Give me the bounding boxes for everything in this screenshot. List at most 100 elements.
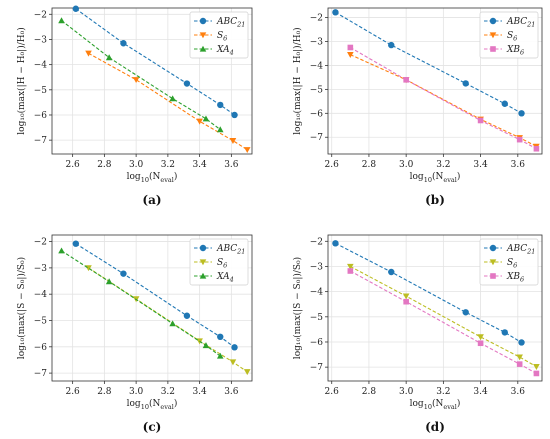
- x-axis-label: log10(Neval): [410, 398, 461, 411]
- legend-item: S6: [484, 31, 517, 43]
- x-axis-label-base: 10: [141, 403, 149, 411]
- legend-label-name: ABC: [506, 244, 527, 254]
- data-point: [216, 126, 224, 133]
- legend-label: XA4: [216, 45, 234, 57]
- data-point: [216, 352, 224, 359]
- data-point: [243, 369, 251, 376]
- data-point: [477, 334, 484, 341]
- x-axis-label-base: 10: [424, 403, 432, 411]
- x-tick-label: 3.2: [161, 387, 175, 397]
- x-tick-label: 3.6: [511, 387, 526, 397]
- grid: [52, 235, 252, 381]
- legend-label: XB6: [506, 45, 524, 57]
- y-axis-label: log₁₀(max(|H − H₀|)/H₀): [16, 27, 27, 134]
- data-point: [85, 50, 92, 57]
- data-point: [516, 136, 523, 143]
- series-line: [335, 242, 522, 343]
- chart-panel-4: 2.6 2.8 3.0 3.2 3.4 3.6 −2 −3 −4 −5 −6 −7 log10(Neva…: [292, 234, 543, 434]
- x-tick-label: 3.6: [224, 160, 239, 170]
- data-point: [533, 364, 540, 370]
- legend-label: ABC21: [216, 244, 245, 256]
- plot-frame: [327, 7, 543, 155]
- data-point: [501, 329, 508, 336]
- series-s6: [85, 50, 251, 154]
- plot-frame: [51, 234, 253, 382]
- legend-item: S6: [194, 31, 227, 43]
- legend-label-name: XB: [506, 45, 520, 55]
- data-point: [120, 40, 127, 47]
- legend-label-sub: 21: [236, 248, 245, 256]
- legend: ABC21 S6 XA4: [189, 11, 249, 59]
- y-tick-label: −2: [34, 238, 47, 248]
- y-tick-label: −5: [34, 86, 48, 96]
- x-tick-label: 3.2: [161, 160, 175, 170]
- series-line: [350, 265, 537, 368]
- data-point: [202, 342, 210, 349]
- data-point: [388, 41, 395, 49]
- series-abc21: [72, 5, 238, 119]
- legend-swatch-marker: [489, 259, 497, 266]
- legend-label: S6: [217, 31, 227, 43]
- legend-swatch-marker: [489, 17, 497, 25]
- legend-label-name: S: [507, 31, 513, 41]
- y-tick-label: −7: [310, 133, 324, 143]
- legend-item: ABC21: [484, 244, 535, 256]
- legend-label: ABC21: [506, 17, 535, 29]
- legend-swatch-marker: [199, 259, 207, 266]
- legend-label-sub: 4: [229, 49, 234, 57]
- y-tick-label: −6: [34, 111, 48, 121]
- data-point: [462, 309, 469, 316]
- y-tick-label: −5: [34, 316, 48, 326]
- data-point: [229, 359, 237, 366]
- data-point: [196, 118, 203, 125]
- x-tick-label: 3.2: [436, 387, 450, 397]
- y-tick-label: −2: [310, 14, 323, 24]
- legend-label: ABC21: [506, 244, 535, 256]
- y-axis-label: log₁₀(max(|H − H₀|)/H₀): [292, 27, 303, 134]
- data-point: [169, 95, 176, 102]
- series-line: [335, 11, 522, 114]
- legend-swatch-marker: [199, 45, 207, 52]
- x-tick-label: 3.6: [224, 387, 239, 397]
- y-tick-label: −3: [310, 262, 324, 272]
- x-axis-label-argsub: eval: [160, 176, 173, 184]
- legend-item: S6: [484, 258, 517, 270]
- x-tick-label: 3.0: [129, 160, 144, 170]
- plot-frame: [327, 234, 543, 382]
- x-axis-label-arg: (N: [432, 398, 444, 409]
- y-tick-label: −4: [310, 61, 324, 71]
- legend-swatch-marker: [489, 32, 497, 39]
- x-axis-label-log: log: [127, 172, 141, 182]
- data-point: [231, 344, 238, 351]
- legend-label-name: S: [217, 258, 223, 268]
- data-point: [402, 293, 410, 300]
- x-tick-label: 2.6: [325, 387, 340, 397]
- x-axis-label-close: ): [457, 171, 461, 182]
- x-tick-label: 2.6: [65, 387, 80, 397]
- x-axis-label-close: ): [174, 398, 178, 409]
- legend-label: S6: [217, 258, 227, 270]
- x-tick-label: 3.0: [399, 160, 414, 170]
- legend-item: ABC21: [484, 17, 535, 29]
- series-abc21: [332, 240, 525, 346]
- x-axis-label: log10(Neval): [127, 398, 178, 411]
- legend-label: S6: [507, 31, 517, 43]
- legend-label-sub: 6: [520, 276, 524, 284]
- x-axis-label-arg: (N: [149, 171, 161, 182]
- series-xb6: [347, 268, 540, 377]
- legend-label-name: ABC: [506, 17, 527, 27]
- legend-label-name: XA: [216, 45, 230, 55]
- legend-label-sub: 21: [526, 248, 535, 256]
- data-point: [183, 80, 191, 87]
- chart-panel-2: 2.6 2.8 3.0 3.2 3.4 3.6 −2 −3 −4 −5 −6 −7 log10(Neva…: [292, 7, 543, 207]
- y-tick-label: −6: [310, 338, 324, 348]
- x-tick-label: 3.2: [436, 160, 450, 170]
- data-point: [403, 298, 409, 305]
- series-xa4: [58, 17, 224, 133]
- data-point: [388, 268, 395, 276]
- legend-label-sub: 6: [223, 35, 227, 43]
- data-point: [58, 247, 65, 254]
- data-point: [501, 100, 508, 107]
